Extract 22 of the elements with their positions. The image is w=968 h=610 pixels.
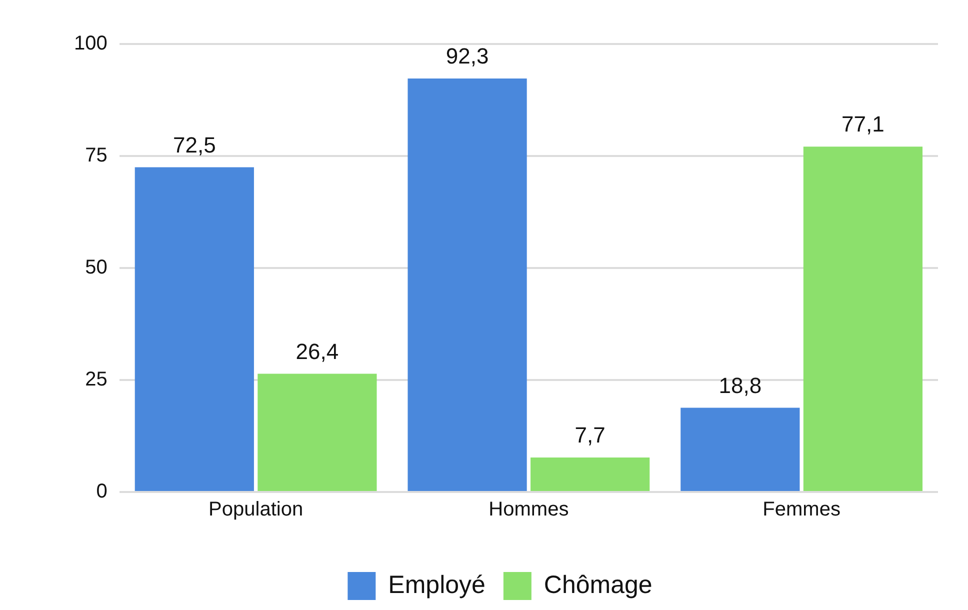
legend-label: Employé <box>388 570 486 599</box>
data-label: 77,1 <box>842 112 884 137</box>
data-label: 72,5 <box>172 132 216 158</box>
data-label: 26,4 <box>296 338 339 364</box>
y-tick-label: 25 <box>85 368 108 391</box>
x-tick-label: Femmes <box>762 498 840 521</box>
bar <box>134 167 254 491</box>
bar <box>680 408 800 491</box>
y-tick-label: 0 <box>96 480 108 503</box>
bar <box>530 458 650 491</box>
data-label: 18,8 <box>718 372 762 398</box>
data-label: 92,3 <box>446 44 489 69</box>
y-tick-label: 75 <box>85 144 108 167</box>
bar <box>258 374 377 491</box>
legend-label: Chômage <box>544 570 652 599</box>
x-tick-label: Hommes <box>488 498 569 521</box>
bar <box>803 146 923 491</box>
data-label: 7,7 <box>574 422 606 448</box>
x-tick-label: Population <box>208 498 304 521</box>
y-tick-label: 100 <box>74 32 108 55</box>
y-tick-label: 50 <box>85 256 108 279</box>
bar <box>408 78 527 491</box>
